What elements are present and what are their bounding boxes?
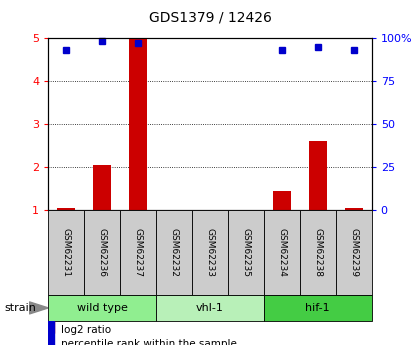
Bar: [120, 210, 156, 295]
Bar: [57, 208, 75, 210]
Bar: [192, 210, 228, 295]
Bar: [156, 295, 264, 321]
Text: GSM62237: GSM62237: [134, 228, 143, 277]
Text: GDS1379 / 12426: GDS1379 / 12426: [149, 10, 271, 24]
Bar: [336, 210, 372, 295]
Text: GSM62233: GSM62233: [205, 228, 215, 277]
Bar: [156, 210, 192, 295]
Bar: [48, 295, 156, 321]
Text: wild type: wild type: [77, 303, 128, 313]
Bar: [48, 210, 84, 295]
Text: GSM62239: GSM62239: [349, 228, 358, 277]
Bar: [84, 210, 120, 295]
Bar: [345, 208, 363, 210]
Text: vhl-1: vhl-1: [196, 303, 224, 313]
Text: GSM62236: GSM62236: [98, 228, 107, 277]
Bar: [273, 191, 291, 210]
Text: hif-1: hif-1: [305, 303, 330, 313]
Polygon shape: [29, 302, 48, 314]
Text: GSM62231: GSM62231: [62, 228, 71, 277]
Text: GSM62234: GSM62234: [277, 228, 286, 277]
Text: strain: strain: [4, 303, 36, 313]
Text: GSM62235: GSM62235: [241, 228, 250, 277]
Bar: [48, 274, 54, 333]
Text: GSM62238: GSM62238: [313, 228, 322, 277]
Text: percentile rank within the sample: percentile rank within the sample: [61, 339, 237, 345]
Bar: [309, 141, 327, 210]
Bar: [48, 289, 54, 345]
Text: GSM62232: GSM62232: [170, 228, 178, 277]
Bar: [300, 210, 336, 295]
Bar: [93, 165, 111, 210]
Bar: [228, 210, 264, 295]
Bar: [264, 210, 300, 295]
Bar: [129, 38, 147, 210]
Text: log2 ratio: log2 ratio: [61, 325, 111, 335]
Bar: [264, 295, 372, 321]
